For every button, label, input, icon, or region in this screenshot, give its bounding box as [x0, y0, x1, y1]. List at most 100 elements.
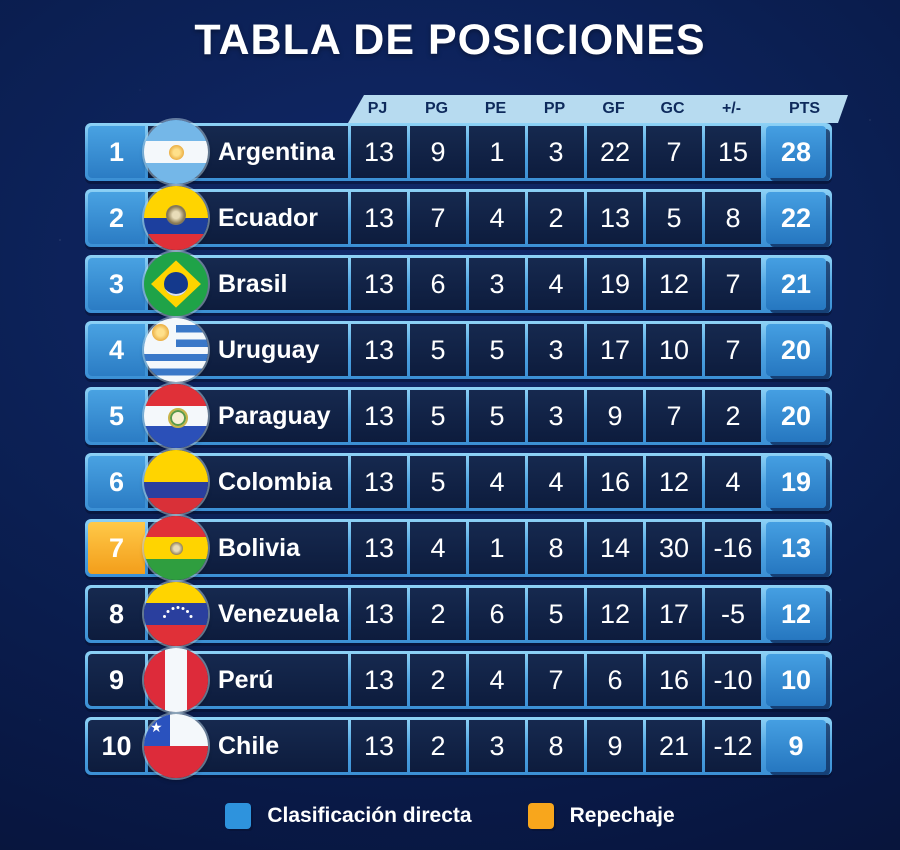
stat-gf: 9: [587, 720, 643, 772]
stat-gc: 12: [646, 258, 702, 310]
position-badge: 9: [88, 654, 145, 706]
stat-pj: 13: [351, 522, 407, 574]
repechaje-label: Repechaje: [569, 804, 675, 827]
stat-pg: 7: [410, 192, 466, 244]
points-cell: 28: [766, 126, 826, 178]
points-cell: 20: [766, 390, 826, 442]
stat-pe: 6: [469, 588, 525, 640]
column-header-pe: PE: [484, 100, 507, 117]
stat-pj: 13: [351, 126, 407, 178]
position-badge: 6: [88, 456, 145, 508]
stat-pg: 5: [410, 390, 466, 442]
stat-pp: 3: [528, 126, 584, 178]
stat-gc: 16: [646, 654, 702, 706]
points-cell: 22: [766, 192, 826, 244]
stat-gf: 9: [587, 390, 643, 442]
uruguay-flag-icon: [144, 318, 208, 382]
table-row: 10Chile13238921-129: [85, 714, 832, 778]
position-badge: 7: [88, 522, 145, 574]
stat-pe: 3: [469, 258, 525, 310]
stat-plus-minus: -5: [705, 588, 761, 640]
points-cell: 20: [766, 324, 826, 376]
stat-pp: 2: [528, 192, 584, 244]
table-row: 8 Venezuela 13 2 6 5 12 17 -5 12: [85, 582, 832, 646]
team-cell: Uruguay: [144, 318, 348, 382]
team-name: Colombia: [218, 467, 332, 496]
stat-pg: 9: [410, 126, 466, 178]
stat-pj: 13: [351, 192, 407, 244]
argentina-flag-icon: [144, 120, 208, 184]
stat-plus-minus: -12: [705, 720, 761, 772]
table-row: 4 Uruguay 13 5 5 3 17 10 7 20: [85, 318, 832, 382]
standings-table: 1 Argentina 13 9 1 3 22 7 15 28 2 Ecuador 13 7 4 2 13 5 8 2…: [85, 120, 832, 783]
stat-pe: 5: [469, 324, 525, 376]
stat-gf: 12: [587, 588, 643, 640]
stat-gc: 7: [646, 390, 702, 442]
page-title: TABLA DE POSICIONES: [194, 16, 706, 64]
team-cell: Bolivia: [144, 516, 348, 580]
stat-gc: 12: [646, 456, 702, 508]
stat-plus-minus: 7: [705, 258, 761, 310]
stat-pe: 5: [469, 390, 525, 442]
column-header-gc: GC: [660, 100, 685, 117]
stat-pj: 13: [351, 588, 407, 640]
stat-pj: 13: [351, 720, 407, 772]
stat-pg: 2: [410, 720, 466, 772]
stat-gf: 22: [587, 126, 643, 178]
team-name: Uruguay: [218, 335, 320, 364]
stat-plus-minus: 2: [705, 390, 761, 442]
stat-plus-minus: 4: [705, 456, 761, 508]
stat-plus-minus: 8: [705, 192, 761, 244]
stat-plus-minus: -16: [705, 522, 761, 574]
stat-gc: 17: [646, 588, 702, 640]
position-badge: 2: [88, 192, 145, 244]
stat-pj: 13: [351, 390, 407, 442]
team-cell: Colombia: [144, 450, 348, 514]
stat-gf: 14: [587, 522, 643, 574]
stat-pp: 7: [528, 654, 584, 706]
team-cell: Brasil: [144, 252, 348, 316]
stat-pj: 13: [351, 258, 407, 310]
points-cell: 10: [766, 654, 826, 706]
table-row: 1 Argentina 13 9 1 3 22 7 15 28: [85, 120, 832, 184]
stat-gc: 5: [646, 192, 702, 244]
stat-pe: 1: [469, 522, 525, 574]
team-cell: Argentina: [144, 120, 348, 184]
team-name: Venezuela: [218, 599, 339, 628]
team-name: Ecuador: [218, 203, 319, 232]
team-name: Perú: [218, 665, 274, 694]
column-header-band: PJ PG PE PP GF GC +/- PTS: [348, 95, 848, 123]
stat-gf: 16: [587, 456, 643, 508]
table-row: 6 Colombia 13 5 4 4 16 12 4 19: [85, 450, 832, 514]
points-cell: 21: [766, 258, 826, 310]
table-row: 3 Brasil 13 6 3 4 19 12 7 21: [85, 252, 832, 316]
stat-pg: 6: [410, 258, 466, 310]
stat-pp: 8: [528, 720, 584, 772]
stat-gc: 21: [646, 720, 702, 772]
position-badge: 10: [88, 720, 145, 772]
team-cell: Paraguay: [144, 384, 348, 448]
position-badge: 5: [88, 390, 145, 442]
peru-flag-icon: [144, 648, 208, 712]
stat-plus-minus: -10: [705, 654, 761, 706]
column-header-pg: PG: [424, 100, 449, 117]
chile-flag-icon: [144, 714, 208, 778]
ecuador-flag-icon: [144, 186, 208, 250]
stat-gf: 19: [587, 258, 643, 310]
stat-pg: 2: [410, 654, 466, 706]
stat-pe: 4: [469, 654, 525, 706]
legend: Clasificación directa Repechaje: [0, 803, 900, 829]
bolivia-flag-icon: [144, 516, 208, 580]
team-name: Argentina: [218, 137, 335, 166]
stat-plus-minus: 7: [705, 324, 761, 376]
stat-pg: 2: [410, 588, 466, 640]
column-header-gf: GF: [602, 100, 625, 117]
stat-pg: 5: [410, 456, 466, 508]
points-cell: 9: [766, 720, 826, 772]
team-cell: Chile: [144, 714, 348, 778]
stat-pj: 13: [351, 654, 407, 706]
table-row: 7 Bolivia 13 4 1 8 14 30 -16 13: [85, 516, 832, 580]
team-name: Bolivia: [218, 533, 300, 562]
direct-qualification-label: Clasificación directa: [267, 804, 472, 827]
table-row: 2 Ecuador 13 7 4 2 13 5 8 22: [85, 186, 832, 250]
